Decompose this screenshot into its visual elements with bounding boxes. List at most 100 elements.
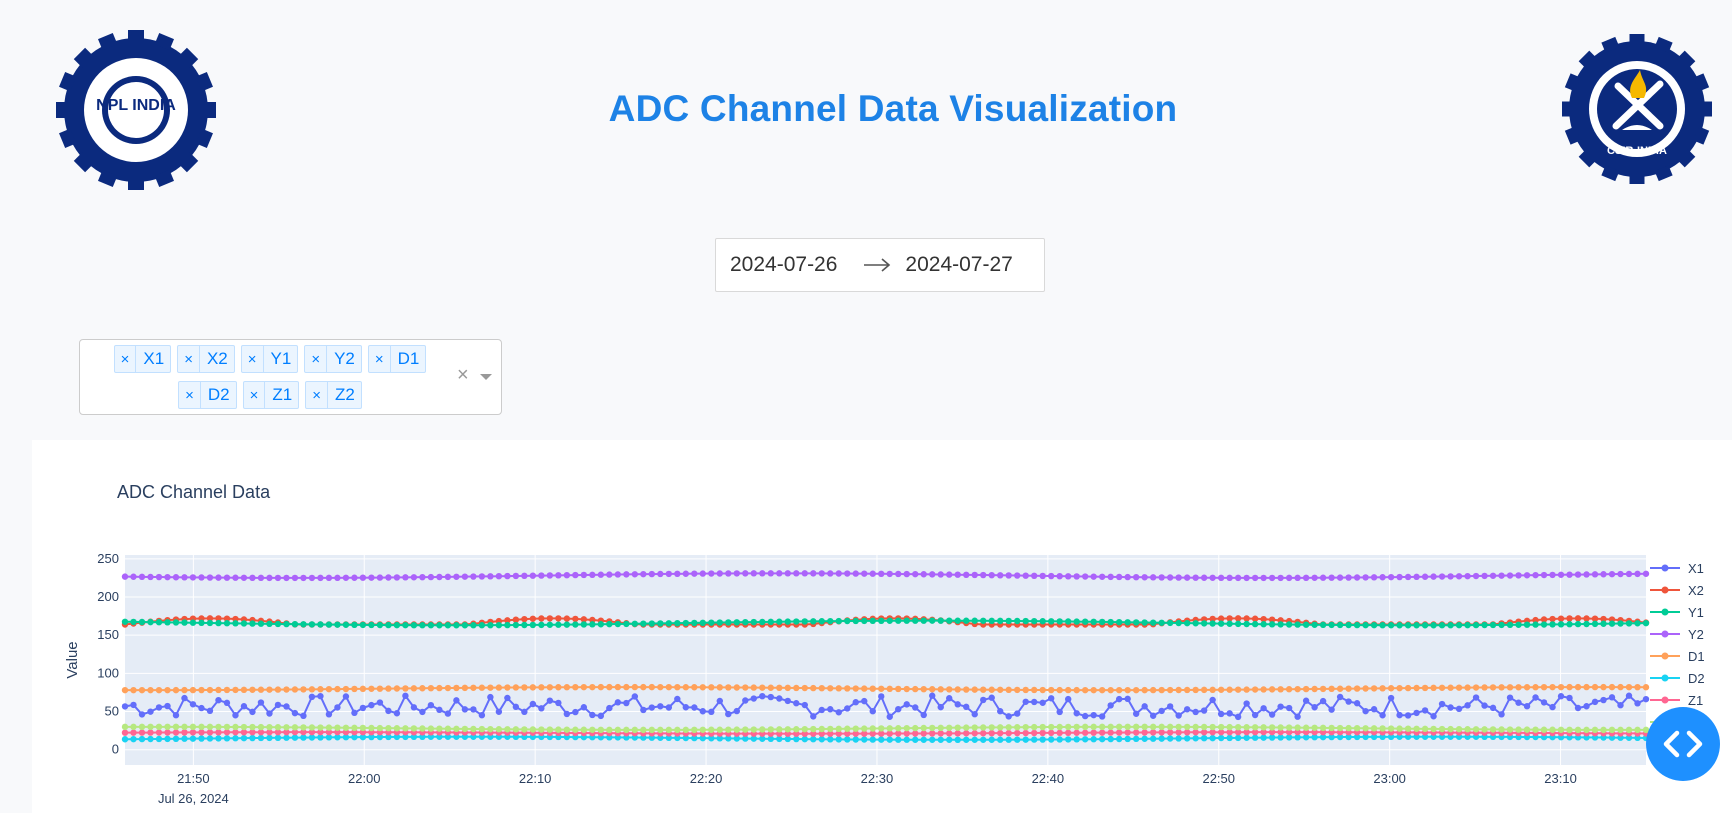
data-point[interactable] [215,735,222,742]
data-point[interactable] [1115,735,1123,743]
data-point[interactable] [1166,619,1174,627]
data-point[interactable] [563,571,571,579]
data-point[interactable] [393,574,401,581]
data-point[interactable] [172,729,180,736]
data-point[interactable] [1379,712,1386,719]
data-point[interactable] [1430,725,1437,733]
data-point[interactable] [308,621,316,628]
data-point[interactable] [1260,621,1267,628]
data-point[interactable] [878,685,885,692]
data-point[interactable] [1226,615,1233,622]
data-point[interactable] [793,570,800,577]
remove-chip-icon[interactable]: × [305,346,328,372]
data-point[interactable] [1022,686,1029,694]
data-point[interactable] [121,686,129,694]
data-point[interactable] [699,619,707,627]
data-point[interactable] [249,729,256,736]
data-point[interactable] [385,733,392,741]
data-point[interactable] [1056,723,1063,731]
data-point[interactable] [895,730,902,737]
data-point[interactable] [1200,735,1208,742]
data-point[interactable] [266,734,273,742]
data-point[interactable] [1464,726,1471,733]
data-point[interactable] [325,574,333,582]
data-point[interactable] [368,685,375,692]
data-point[interactable] [172,723,180,731]
data-point[interactable] [776,695,783,702]
data-point[interactable] [470,706,477,713]
data-point[interactable] [274,686,282,693]
data-point[interactable] [1031,723,1038,731]
data-point[interactable] [138,686,146,694]
data-point[interactable] [529,726,537,733]
data-point[interactable] [546,726,554,733]
data-point[interactable] [1064,723,1072,731]
data-point[interactable] [351,724,358,732]
data-point[interactable] [1583,726,1590,734]
data-point[interactable] [232,729,239,736]
data-point[interactable] [878,725,885,732]
data-point[interactable] [1039,723,1046,731]
data-point[interactable] [521,684,528,691]
data-point[interactable] [223,735,231,742]
data-point[interactable] [1311,574,1318,581]
data-point[interactable] [1166,729,1174,736]
data-point[interactable] [1107,686,1114,694]
data-point[interactable] [521,615,528,623]
data-point[interactable] [691,726,698,734]
data-point[interactable] [385,621,392,629]
data-point[interactable] [215,615,222,622]
data-point[interactable] [844,725,851,732]
data-point[interactable] [1489,621,1497,629]
data-point[interactable] [971,571,978,579]
data-point[interactable] [1345,621,1352,629]
data-point[interactable] [980,724,987,731]
data-point[interactable] [291,728,299,736]
data-point[interactable] [308,693,316,701]
data-point[interactable] [198,619,205,627]
data-point[interactable] [742,697,749,704]
data-point[interactable] [1387,725,1395,732]
data-point[interactable] [1634,570,1641,578]
data-point[interactable] [147,573,154,581]
data-point[interactable] [954,736,961,743]
data-point[interactable] [878,730,885,737]
data-point[interactable] [1234,574,1242,582]
data-point[interactable] [189,729,197,736]
data-point[interactable] [419,622,426,629]
data-point[interactable] [1498,684,1505,691]
data-point[interactable] [393,733,401,741]
data-point[interactable] [912,730,919,737]
data-point[interactable] [1014,736,1021,743]
data-point[interactable] [1319,724,1327,732]
data-point[interactable] [665,683,673,691]
channel-chip-x2[interactable]: × X2 [177,345,235,373]
data-point[interactable] [903,617,910,624]
data-point[interactable] [1540,699,1548,706]
data-point[interactable] [895,617,902,624]
data-point[interactable] [1557,726,1565,733]
data-point[interactable] [810,713,817,720]
data-point[interactable] [997,708,1004,715]
data-point[interactable] [1158,707,1165,715]
data-point[interactable] [750,695,757,702]
data-point[interactable] [232,735,239,742]
data-point[interactable] [750,726,757,733]
data-point[interactable] [1396,733,1403,740]
data-point[interactable] [657,620,664,627]
data-point[interactable] [1022,723,1029,731]
data-point[interactable] [912,685,919,693]
data-point[interactable] [1141,729,1148,736]
data-point[interactable] [716,619,724,626]
data-point[interactable] [946,695,953,702]
data-point[interactable] [1387,694,1395,702]
data-point[interactable] [1217,723,1225,731]
data-point[interactable] [1557,621,1565,628]
data-point[interactable] [538,726,545,733]
data-point[interactable] [1294,728,1301,736]
data-point[interactable] [1277,621,1284,628]
data-point[interactable] [274,574,282,582]
data-point[interactable] [1039,618,1046,625]
data-point[interactable] [1056,686,1063,694]
data-point[interactable] [1464,684,1471,691]
